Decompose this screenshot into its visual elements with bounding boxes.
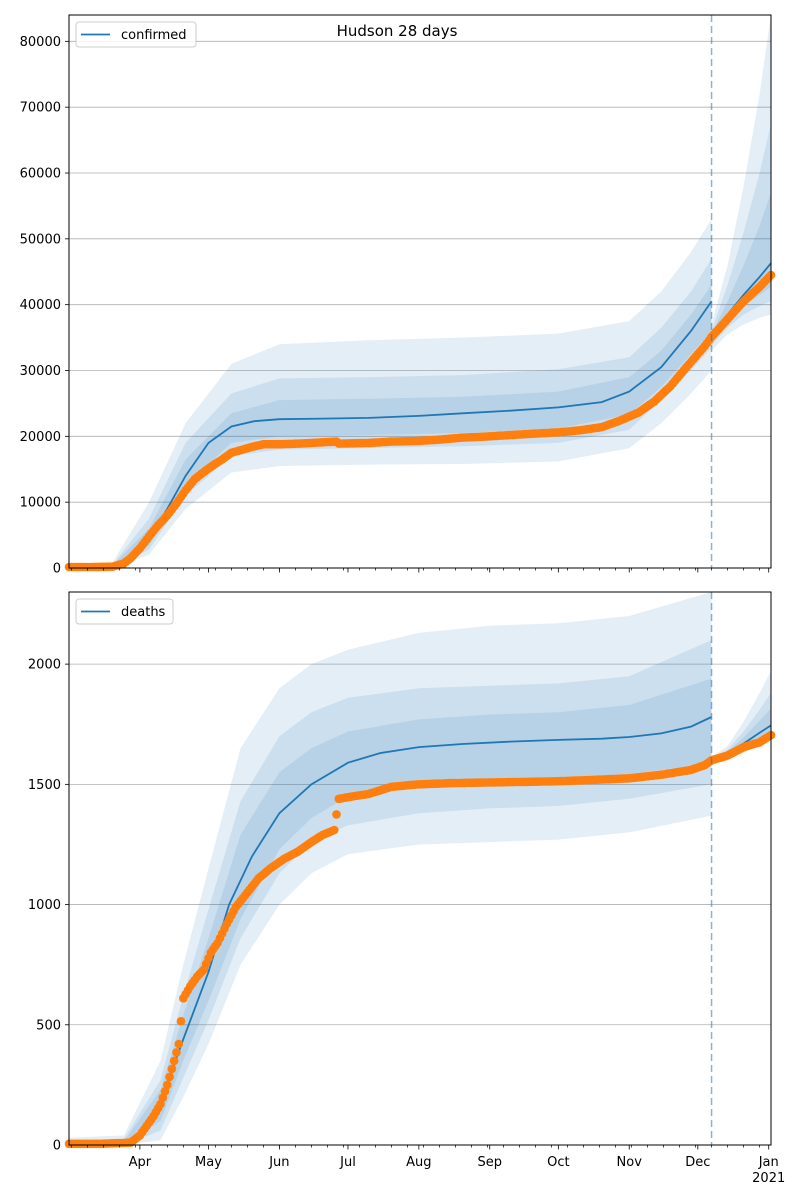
forecast-band-inner xyxy=(711,192,771,343)
y-tick-label: 2000 xyxy=(28,658,61,673)
panel-deaths: 0 500 1000 1500 2000 Apr May Jun Jul Aug Sep Oct Nov… xyxy=(28,591,785,1186)
uncertainty-band-outer xyxy=(69,219,712,568)
x-tick-label: Apr xyxy=(129,1155,152,1170)
panel-confirmed: 0 10000 20000 30000 40000 50000 60000 70000 8000… xyxy=(20,14,776,577)
observed-point xyxy=(176,1016,186,1026)
observed-point xyxy=(169,1056,179,1066)
y-tick-label: 10000 xyxy=(20,496,61,511)
legend: deaths xyxy=(75,598,174,625)
figure-title: Hudson 28 days xyxy=(337,22,458,40)
uncertainty-band-outer xyxy=(69,592,712,1145)
y-tick-label: 30000 xyxy=(20,364,61,379)
y-tick-label: 40000 xyxy=(20,298,61,313)
legend: confirmed xyxy=(75,21,197,48)
legend-box xyxy=(75,21,197,48)
uncertainty-band-inner xyxy=(69,678,712,1145)
x-tick-label: Dec xyxy=(685,1155,710,1170)
legend-label: confirmed xyxy=(121,28,187,43)
observed-point xyxy=(165,1072,174,1082)
y-tick-label: 0 xyxy=(53,1139,61,1154)
x-tick-label: Sep xyxy=(477,1155,502,1170)
observed-point xyxy=(332,810,341,819)
x-tick-label: Jul xyxy=(339,1155,356,1170)
x-tick-label: Oct xyxy=(547,1155,569,1170)
y-tick-label: 50000 xyxy=(20,232,61,247)
forecast-band-inner xyxy=(711,708,771,761)
x-tick-label: May xyxy=(195,1155,222,1170)
observed-point xyxy=(163,1080,172,1090)
x-tick-label: Aug xyxy=(406,1155,431,1170)
uncertainty-band-middle xyxy=(69,258,712,568)
observed-point xyxy=(172,1048,181,1057)
x-year-label: 2021 xyxy=(752,1171,785,1186)
observed-point xyxy=(167,1064,177,1074)
x-tick-label: Nov xyxy=(617,1155,643,1170)
y-tick-label: 500 xyxy=(36,1018,61,1033)
y-tick-label: 70000 xyxy=(20,101,61,116)
observed-point xyxy=(174,1039,184,1049)
legend-label: deaths xyxy=(121,605,166,620)
y-tick-label: 80000 xyxy=(20,35,61,50)
axes-frame xyxy=(68,14,772,569)
y-tick-label: 60000 xyxy=(20,167,61,182)
y-tick-label: 1500 xyxy=(28,778,61,793)
uncertainty-band-middle xyxy=(69,640,712,1145)
forecast-band-outer xyxy=(711,15,771,351)
x-tick-label: Jan xyxy=(758,1155,779,1170)
axes-frame xyxy=(68,591,772,1146)
y-tick-label: 0 xyxy=(53,562,61,577)
observed-point xyxy=(330,825,339,835)
y-tick-label: 20000 xyxy=(20,430,61,445)
y-tick-label: 1000 xyxy=(28,898,61,913)
legend-box xyxy=(75,598,174,625)
uncertainty-band-inner xyxy=(69,284,712,568)
x-tick-label: Jun xyxy=(268,1155,289,1170)
